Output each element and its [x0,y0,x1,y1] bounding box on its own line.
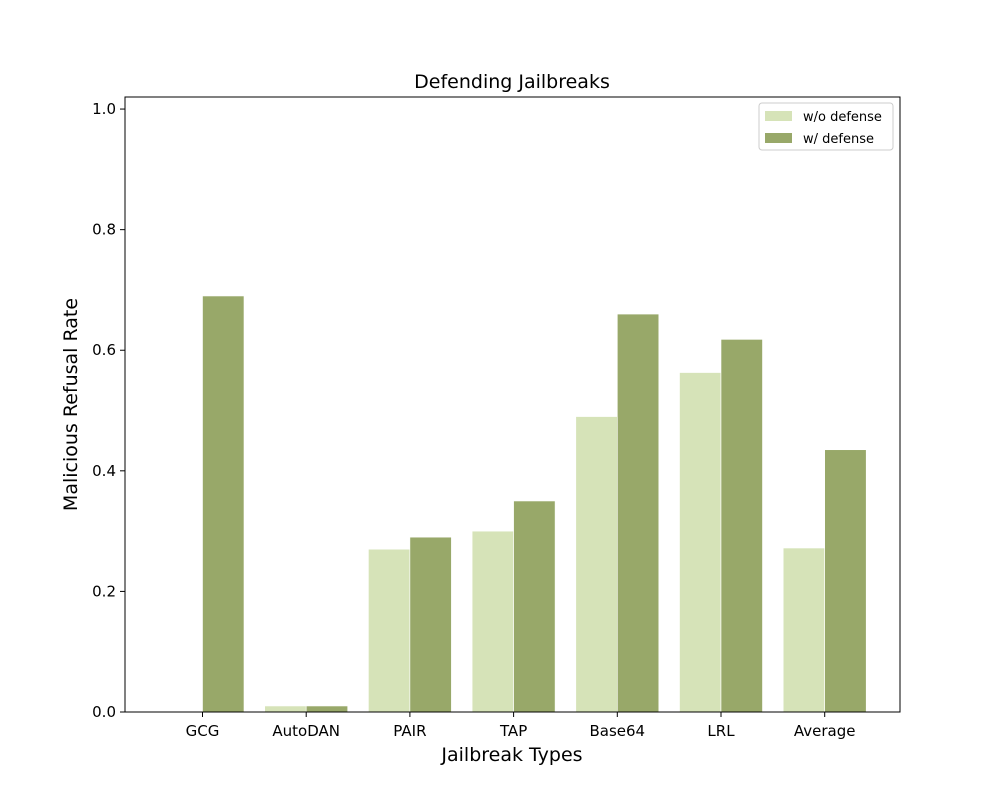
bar-without-defense-base64 [575,416,618,713]
x-tick-label-tap: TAP [499,722,527,740]
bar-with-defense-autodan [305,705,349,713]
legend-label-with-defense: w/ defense [803,132,874,147]
y-tick-label: 0.2 [92,582,116,600]
bar-with-defense-average [824,449,867,713]
y-tick-label: 0.6 [92,341,116,359]
x-tick-label-pair: PAIR [393,722,426,740]
bar-without-defense-lrl [679,372,722,713]
bars-group [202,295,867,713]
legend: w/o defense w/ defense [758,102,894,151]
bar-with-defense-base64 [616,313,660,713]
legend-swatch-without-defense [765,111,792,121]
bar-with-defense-tap [513,500,556,713]
x-axis: GCG AutoDAN PAIR TAP Base64 LRL Average [186,712,856,740]
y-tick-label: 0.8 [92,221,116,239]
legend-box [758,102,894,151]
y-tick-label: 0.0 [92,703,116,721]
x-tick-label-autodan: AutoDAN [272,722,340,740]
y-tick-label: 1.0 [92,100,116,118]
bar-without-defense-pair [368,548,411,713]
x-tick-label-gcg: GCG [186,722,220,740]
legend-swatch-with-defense [765,133,792,143]
x-tick-label-average: Average [794,722,856,740]
bar-with-defense-lrl [720,339,763,713]
plot-frame [124,96,901,713]
bar-without-defense-autodan [264,705,307,713]
chart-title: Defending Jailbreaks [414,71,610,93]
bar-without-defense-average [782,547,826,713]
bar-with-defense-gcg [202,295,245,713]
x-tick-label-lrl: LRL [707,722,735,740]
y-tick-label: 0.4 [92,462,116,480]
x-axis-label: Jailbreak Types [440,744,582,766]
y-axis: 0.0 0.2 0.4 0.6 0.8 1.0 [92,100,125,721]
y-axis-label: Malicious Refusal Rate [60,298,82,511]
legend-label-without-defense: w/o defense [803,110,882,125]
bar-without-defense-tap [471,530,514,713]
x-tick-label-base64: Base64 [589,722,645,740]
bar-with-defense-pair [409,536,452,713]
